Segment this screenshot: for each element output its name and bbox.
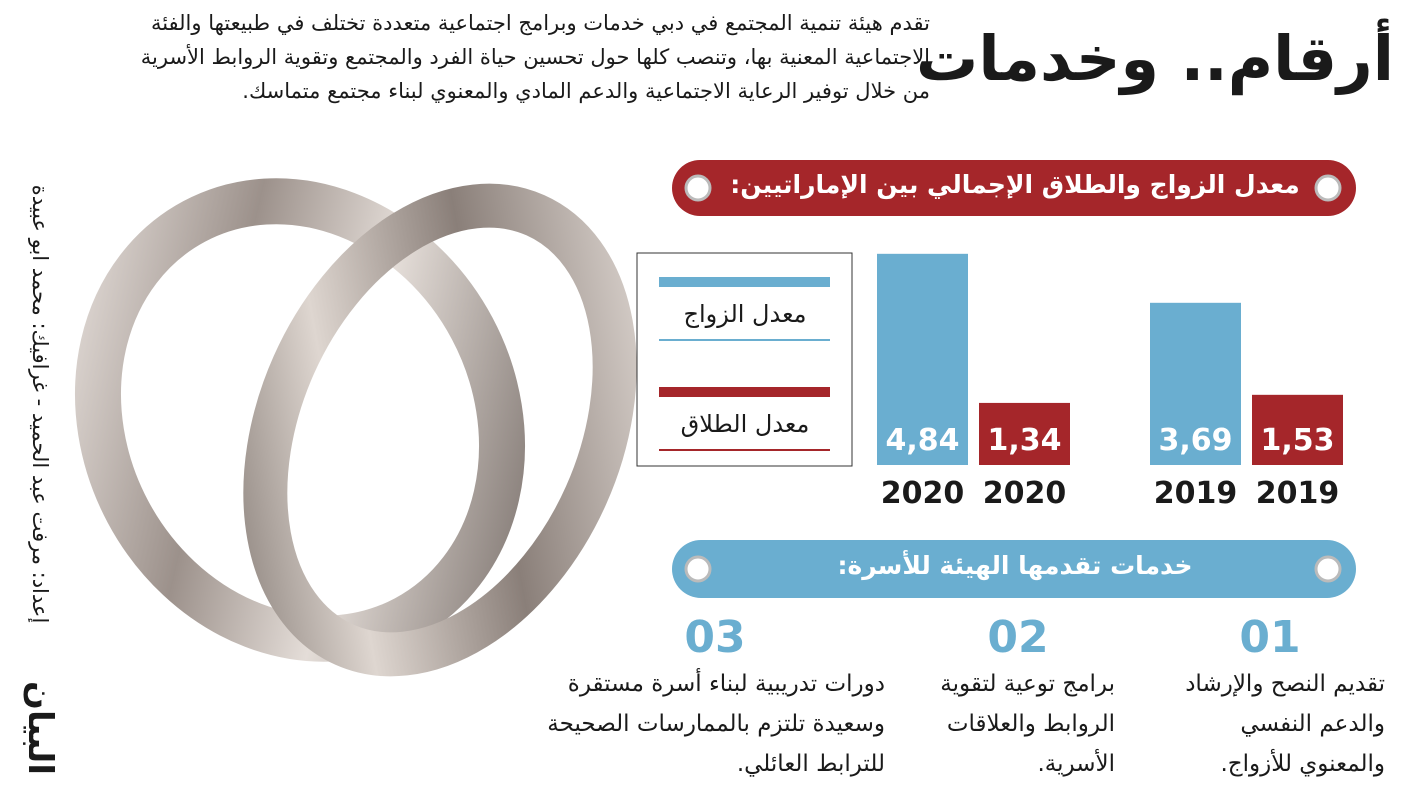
service-text: تقديم النصح والإرشاد: [1185, 671, 1385, 697]
bar: [979, 402, 1070, 465]
x-tick-label: 2019: [1154, 476, 1238, 511]
value-label: 1,34: [987, 423, 1061, 458]
intro-line: من خلال توفير الرعاية الاجتماعية والدعم …: [242, 79, 930, 103]
intro-line: تقدم هيئة تنمية المجتمع في دبي خدمات وبر…: [150, 11, 930, 35]
intro-line: الاجتماعية المعنية بها، وتنصب كلها حول ت…: [140, 45, 930, 69]
value-label: 1,53: [1260, 423, 1334, 458]
service-number: 01: [1239, 612, 1301, 663]
bar: [1252, 394, 1343, 465]
legend-box: [636, 252, 853, 467]
service-text: للترابط العائلي.: [736, 751, 885, 777]
legend-label: معدل الزواج: [683, 300, 806, 328]
bar: [877, 253, 968, 465]
service-number: 03: [684, 612, 746, 663]
intro: تقدم هيئة تنمية المجتمع في دبي خدمات وبر…: [130, 6, 930, 108]
legend-line: [659, 277, 830, 287]
service-text: دورات تدريبية لبناء أسرة مستقرة: [567, 671, 885, 697]
service-text: والمعنوي للأزواج.: [1220, 751, 1385, 777]
service-text: الروابط والعلاقات: [946, 711, 1115, 737]
logo: البيان: [20, 681, 60, 775]
legend-label: معدل الطلاق: [681, 410, 810, 438]
bar: [1150, 302, 1241, 465]
service-text: والدعم النفسي: [1240, 711, 1385, 737]
services-title: خدمات تقدمها الهيئة للأسرة:: [837, 551, 1193, 580]
value-label: 4,84: [885, 423, 959, 458]
x-tick-label: 2020: [983, 476, 1067, 511]
chart-banner: [672, 160, 1356, 216]
service-text: الأسرية.: [1037, 751, 1115, 777]
rings-illustration: [75, 178, 637, 677]
legend-line: [659, 387, 830, 397]
chart: 4,84 2020 1,34 2020 3,69 2019 1,53 2019 معدل الز…: [659, 253, 1343, 511]
services-banner: [672, 540, 1356, 598]
x-tick-label: 2019: [1256, 476, 1340, 511]
legend-underline: [659, 449, 830, 451]
legend-underline: [659, 339, 830, 341]
service-text: برامج توعية لتقوية: [940, 671, 1115, 697]
title: أرقام.. وخدمات: [916, 22, 1394, 95]
value-label: 3,69: [1158, 423, 1232, 458]
service-number: 02: [987, 612, 1049, 663]
chart-title: معدل الزواج والطلاق الإجمالي بين الإمارا…: [730, 170, 1300, 199]
credits: إعداد: مرفت عبد الحميد - غرافيك: محمد اب…: [28, 184, 52, 624]
service-text: وسعيدة تلتزم بالممارسات الصحيحة: [547, 711, 885, 737]
x-tick-label: 2020: [881, 476, 965, 511]
